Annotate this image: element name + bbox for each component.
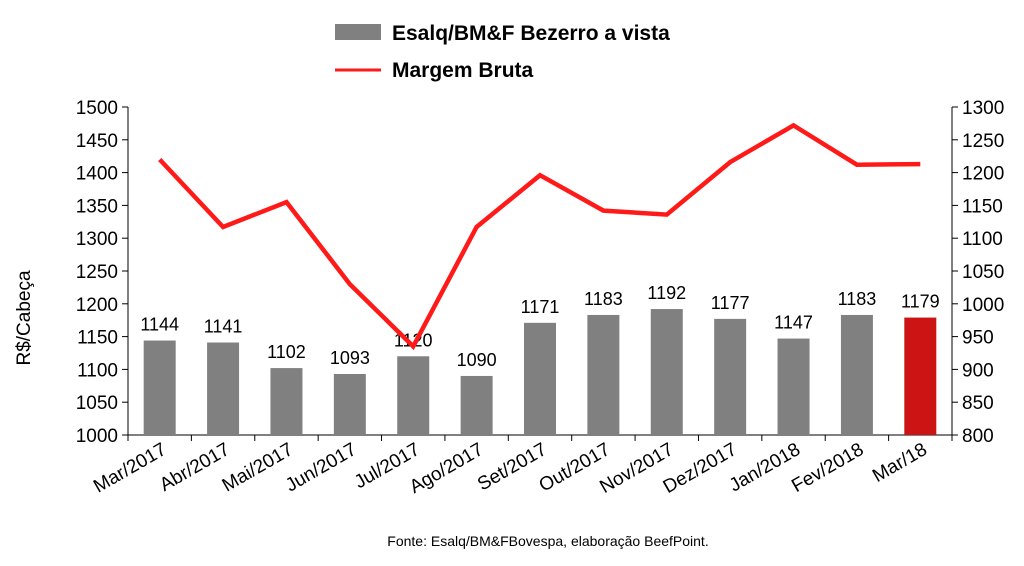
bar-data-label: 1171 — [521, 297, 560, 317]
y-tick-label-left: 1050 — [76, 393, 118, 414]
y-tick-label-right: 850 — [962, 393, 994, 414]
bar-data-label: 1183 — [584, 289, 623, 309]
margem-bruta-line — [158, 122, 921, 351]
y-tick-label-left: 1100 — [77, 360, 118, 381]
x-tick-label: Set/2017 — [474, 439, 550, 495]
bar — [714, 318, 747, 435]
y-tick-label-right: 900 — [962, 360, 994, 381]
bar — [587, 314, 620, 435]
y-tick-label-left: 1150 — [77, 328, 118, 349]
y-tick-label-left: 1250 — [76, 262, 118, 283]
x-tick-label: Fev/2018 — [788, 439, 867, 497]
bar — [333, 373, 366, 435]
y-axis-label: R$/Cabeça — [14, 270, 35, 365]
bar-data-label: 1147 — [774, 313, 813, 333]
y-tick-label-left: 1000 — [76, 426, 118, 447]
y-tick-label-left: 1300 — [76, 229, 118, 250]
x-tick-label: Mar/18 — [869, 439, 931, 487]
bar — [143, 340, 176, 435]
bar — [650, 309, 683, 435]
y-tick-label-right: 800 — [962, 426, 994, 447]
y-tick-label-right: 1250 — [962, 131, 1004, 152]
bar-data-label: 1090 — [457, 350, 497, 370]
bar-data-label: 1183 — [838, 289, 877, 309]
bar-data-label: 1144 — [140, 315, 179, 335]
y-tick-label-right: 1100 — [962, 229, 1003, 250]
bar — [840, 314, 873, 435]
y-tick-label-right: 1000 — [962, 295, 1004, 316]
y-tick-label-right: 950 — [962, 328, 994, 349]
bar — [777, 338, 810, 435]
x-tick-label: Abr/2017 — [156, 439, 233, 496]
y-tick-label-left: 1200 — [76, 295, 118, 316]
y-tick-label-left: 1500 — [76, 98, 118, 119]
y-tick-label-right: 1150 — [962, 196, 1003, 217]
y-tick-label-left: 1350 — [76, 196, 118, 217]
bar — [524, 322, 556, 435]
legend-line-label: Margem Bruta — [392, 59, 534, 82]
y-tick-label-right: 1300 — [962, 98, 1004, 119]
x-tick-label: Jan/2018 — [726, 439, 804, 496]
bar — [270, 368, 303, 435]
bar-data-label: 1192 — [647, 283, 686, 303]
bar — [460, 375, 493, 435]
bar-data-label: 1141 — [204, 317, 243, 337]
x-tick-label: Mai/2017 — [219, 439, 297, 496]
source-note: Fonte: Esalq/BM&FBovespa, elaboração Bee… — [387, 533, 708, 549]
bar — [207, 342, 240, 435]
y-tick-label-right: 1050 — [962, 262, 1004, 283]
y-tick-label-left: 1400 — [76, 164, 118, 185]
y-tick-label-right: 1200 — [962, 164, 1004, 185]
bar — [397, 356, 430, 435]
bar-data-label: 1102 — [267, 342, 306, 362]
bar-data-label: 1177 — [711, 293, 750, 313]
legend: Esalq/BM&F Bezerro a vista Margem Bruta — [335, 22, 670, 82]
plot-area: 1000 1050 1100 1150 1200 1250 1300 1350 1400 1450… — [76, 98, 1005, 498]
bar-data-label: 1093 — [330, 348, 370, 368]
y-tick-label-left: 1450 — [76, 131, 118, 152]
bar-data-label: 1179 — [901, 292, 940, 312]
bar — [904, 317, 937, 435]
legend-bar-label: Esalq/BM&F Bezerro a vista — [392, 22, 670, 45]
x-tick-label: Mar/2017 — [90, 439, 170, 497]
x-tick-label: Jun/2017 — [282, 439, 360, 496]
legend-bar-swatch — [335, 24, 381, 40]
